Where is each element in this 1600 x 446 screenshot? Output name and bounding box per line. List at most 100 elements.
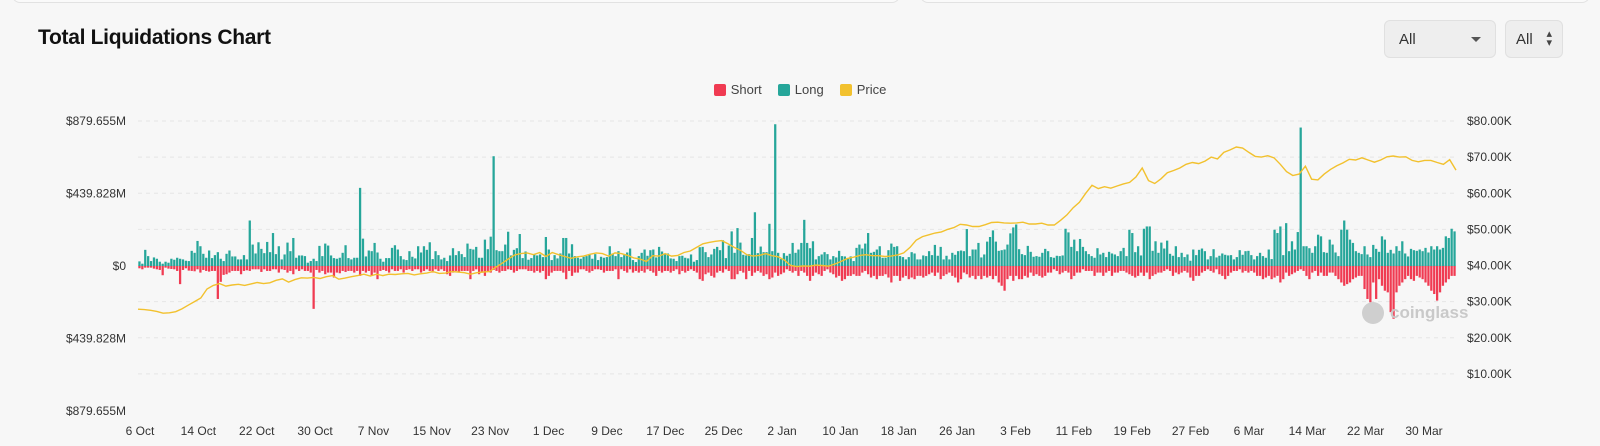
long-bar-245	[849, 256, 852, 266]
long-bar-148	[567, 253, 571, 266]
short-bar-4	[149, 266, 153, 268]
short-bar-178	[655, 266, 658, 276]
long-bar-444	[1427, 252, 1430, 266]
long-bar-6	[155, 258, 159, 266]
x-axis-tick-1: 14 Oct	[181, 424, 217, 438]
long-bar-368	[1206, 259, 1209, 266]
short-bar-198	[713, 266, 716, 278]
short-bar-184	[672, 266, 675, 271]
long-bar-79	[367, 250, 370, 266]
long-bar-76	[358, 187, 362, 266]
time-range-select[interactable]: All	[1384, 20, 1496, 58]
long-bar-399	[1296, 232, 1299, 266]
short-bar-85	[385, 266, 388, 271]
long-bar-84	[382, 261, 385, 266]
long-bar-260	[893, 246, 896, 266]
long-bar-430	[1386, 252, 1389, 266]
long-bar-276	[939, 246, 942, 266]
short-bar-381	[1244, 266, 1247, 271]
short-bar-413	[1337, 266, 1340, 280]
long-bar-117	[477, 257, 481, 266]
long-bar-96	[417, 246, 420, 266]
long-bar-74	[353, 257, 356, 266]
right-axis-tick-1: $70.00K	[1467, 150, 1512, 164]
long-bar-253	[872, 251, 876, 266]
x-axis-tick-10: 25 Dec	[705, 424, 743, 438]
short-bar-421	[1360, 266, 1363, 276]
short-bar-285	[965, 266, 968, 275]
long-bar-151	[576, 257, 579, 266]
short-bar-367	[1203, 266, 1207, 271]
short-bar-43	[263, 266, 266, 270]
legend-item-price[interactable]: Price	[839, 82, 886, 97]
short-bar-433	[1395, 266, 1398, 293]
short-bar-17	[187, 266, 190, 271]
unit-select[interactable]: All ▴ ▾	[1505, 20, 1563, 58]
short-bar-395	[1285, 266, 1288, 273]
short-bar-200	[718, 266, 722, 271]
short-bar-123	[495, 266, 498, 271]
long-bar-38	[248, 220, 251, 266]
long-bar-35	[239, 259, 243, 266]
long-bar-40	[254, 253, 257, 266]
long-bar-246	[852, 261, 855, 266]
short-bar-234	[817, 266, 820, 275]
short-bar-96	[417, 266, 420, 270]
long-bar-344	[1136, 246, 1140, 266]
long-bar-71	[344, 245, 347, 266]
short-bar-441	[1418, 266, 1421, 278]
short-bar-153	[582, 266, 585, 270]
long-bar-217	[768, 223, 771, 266]
long-bar-424	[1369, 257, 1372, 266]
short-bar-386	[1258, 266, 1262, 276]
long-bar-436	[1404, 253, 1407, 266]
short-bar-29	[222, 266, 225, 275]
short-bar-28	[219, 266, 222, 282]
long-bar-112	[463, 257, 466, 266]
long-bar-445	[1430, 246, 1433, 266]
long-bar-141	[547, 249, 550, 266]
long-bar-172	[637, 256, 640, 266]
long-bar-273	[930, 255, 934, 266]
short-bar-362	[1189, 266, 1192, 278]
long-bar-279	[948, 259, 951, 266]
short-bar-383	[1250, 266, 1253, 271]
short-bar-409	[1325, 266, 1328, 276]
long-bar-197	[710, 254, 713, 266]
long-bar-438	[1409, 248, 1413, 266]
short-bar-62	[318, 266, 321, 273]
legend-item-long[interactable]: Long	[777, 82, 824, 97]
long-bar-392	[1276, 233, 1279, 266]
left-axis-tick-4: $879.655M	[66, 404, 126, 418]
long-bar-432	[1392, 253, 1395, 266]
long-bar-327	[1087, 254, 1090, 266]
long-bar-19	[193, 252, 196, 266]
legend-item-short[interactable]: Short	[713, 82, 762, 97]
short-bar-419	[1354, 266, 1357, 278]
long-bar-382	[1247, 250, 1250, 266]
short-bar-364	[1195, 266, 1198, 276]
short-bar-348	[1148, 266, 1151, 280]
long-bar-182	[666, 253, 669, 266]
short-bar-346	[1142, 266, 1146, 276]
short-bar-337	[1116, 266, 1119, 273]
short-bar-252	[869, 266, 873, 278]
long-bar-354	[1166, 240, 1169, 266]
short-bar-110	[457, 266, 460, 273]
long-bar-72	[347, 258, 350, 266]
long-bar-262	[898, 256, 902, 266]
long-bar-140	[544, 236, 548, 266]
short-bar-424	[1369, 266, 1372, 303]
long-bar-288	[974, 249, 977, 266]
short-bar-156	[591, 266, 594, 271]
long-bar-114	[469, 248, 472, 266]
long-bar-236	[823, 252, 826, 266]
long-bar-119	[483, 239, 487, 266]
short-bar-411	[1331, 266, 1334, 273]
long-bar-65	[327, 245, 330, 266]
short-bar-21	[199, 266, 202, 273]
short-bar-223	[785, 266, 788, 270]
long-bar-429	[1383, 239, 1387, 266]
x-axis-tick-11: 2 Jan	[767, 424, 796, 438]
short-bar-321	[1070, 266, 1073, 280]
